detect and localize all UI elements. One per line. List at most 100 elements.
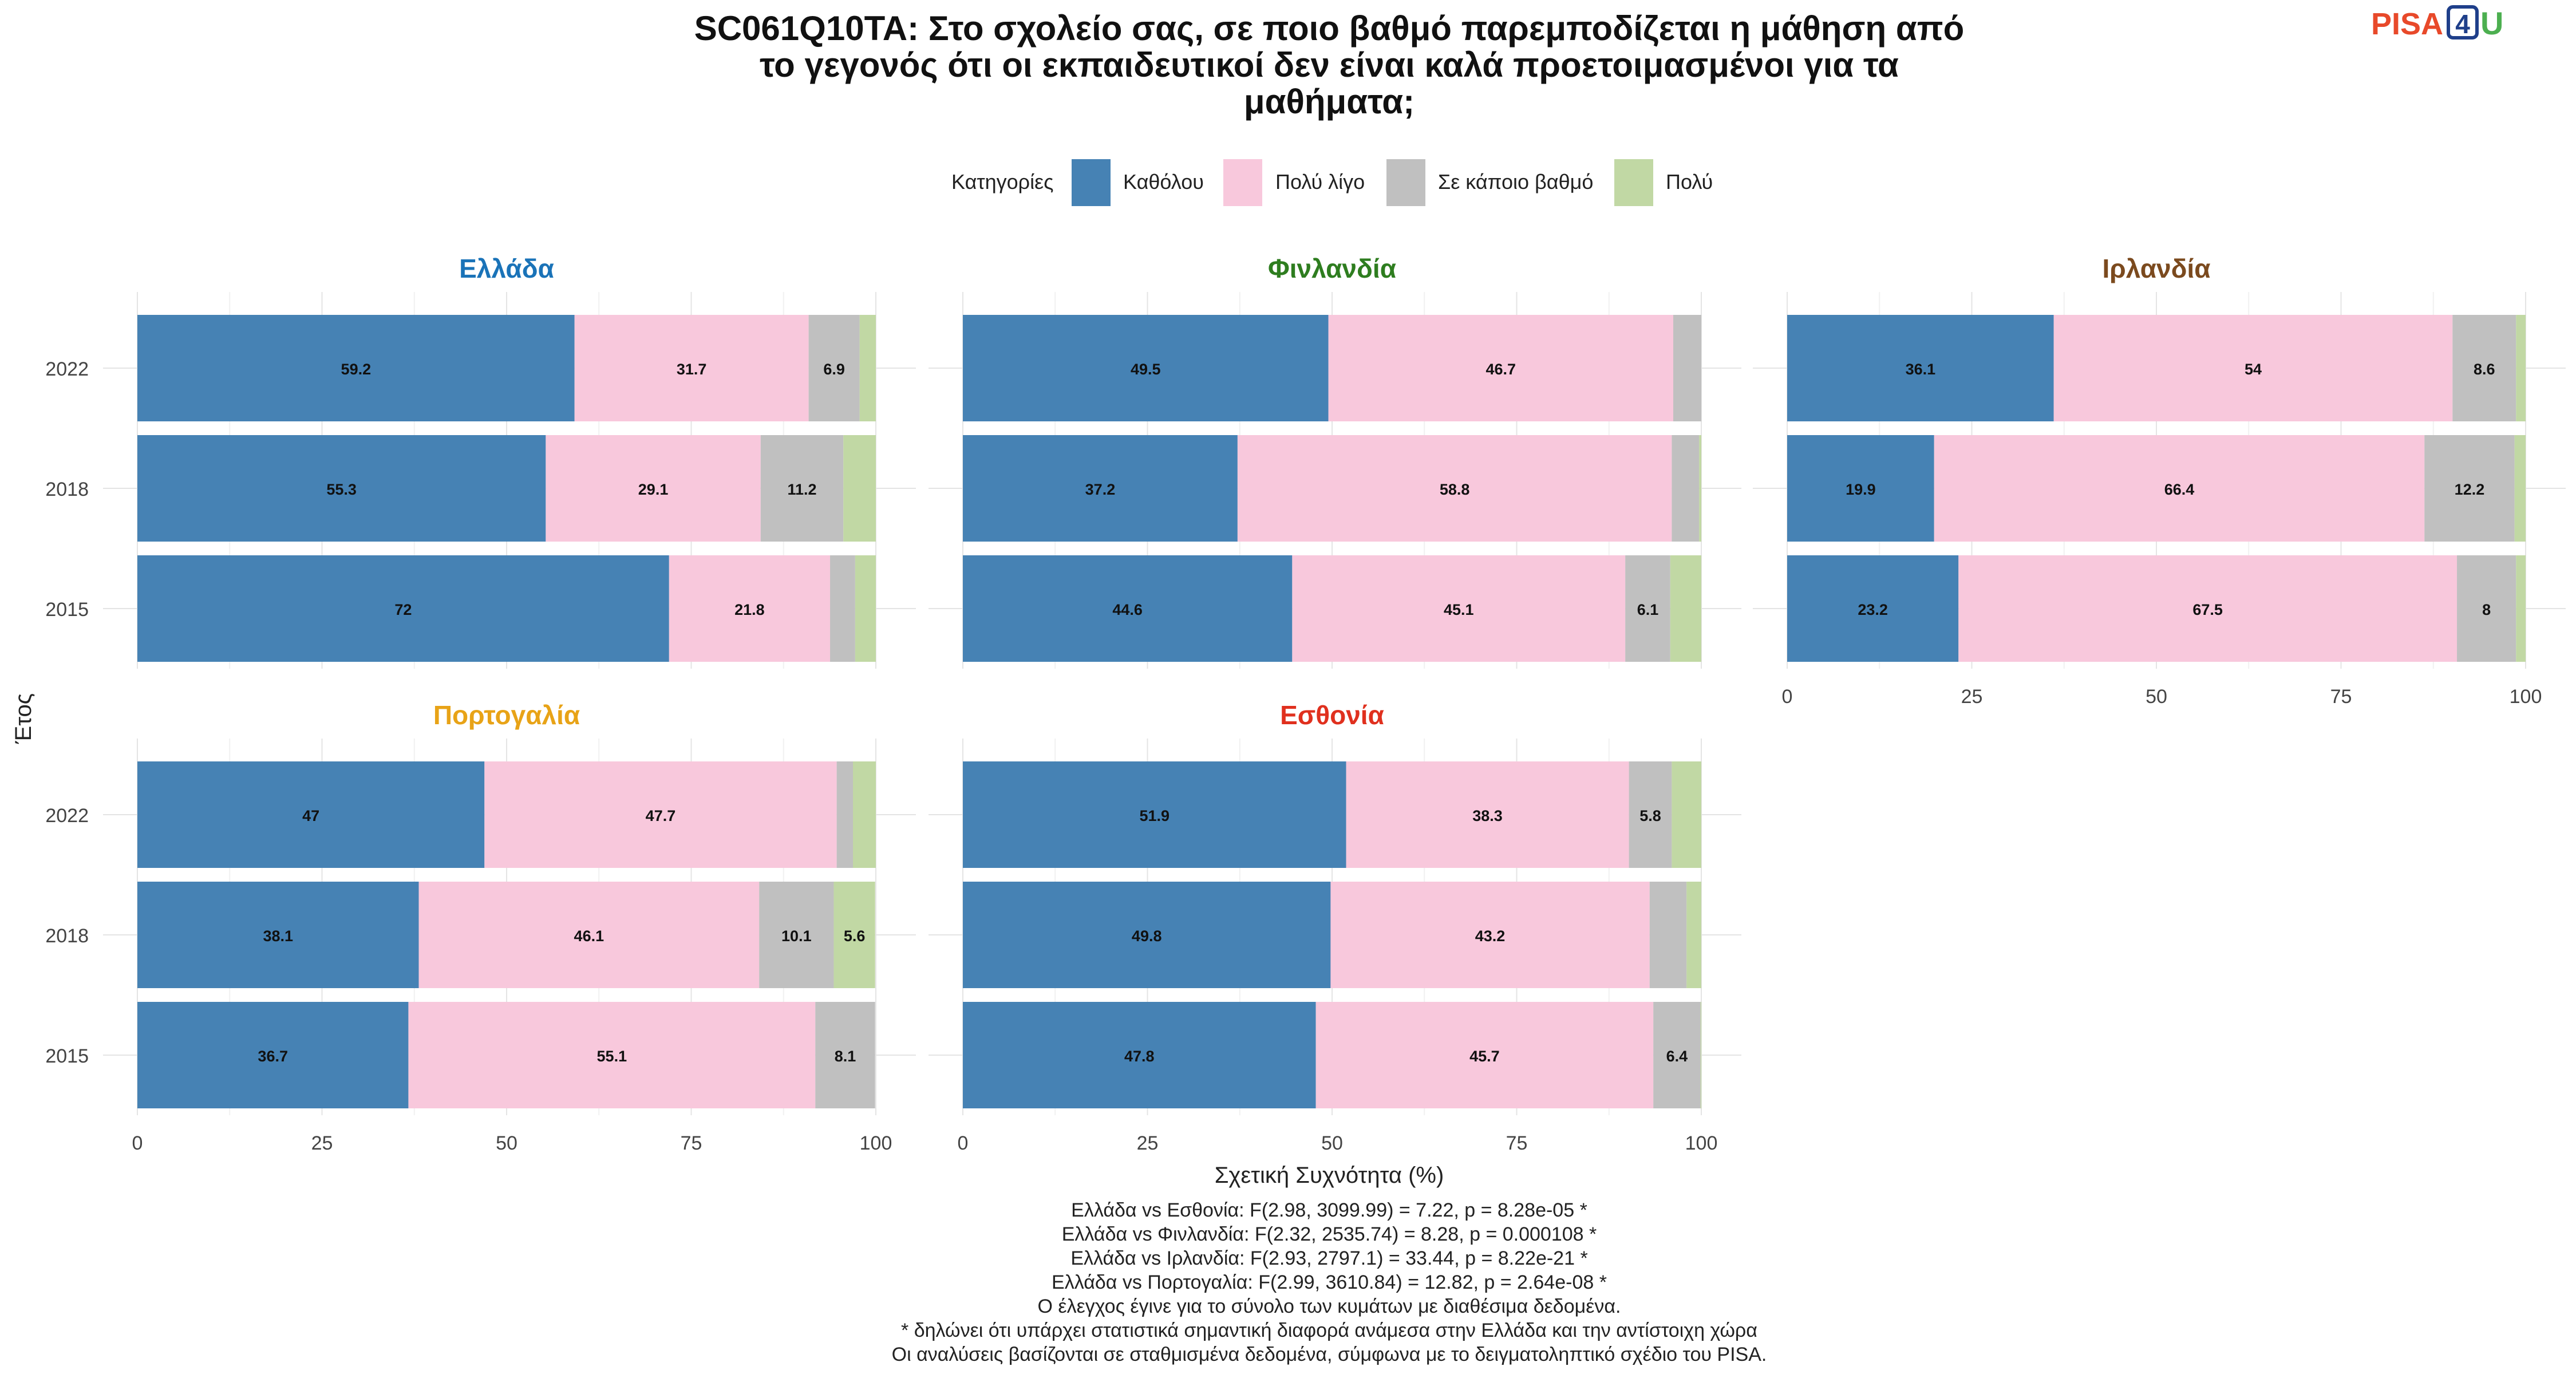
panel: Ιρλανδία 36.1 54 8.6 19.9 66.4 12.2 23.2 67.5 8 0 2… <box>1753 254 2566 708</box>
y-tick-label: 2022 <box>45 805 89 827</box>
bar-segment <box>2516 555 2526 662</box>
bar-value-label: 47.8 <box>1124 1048 1155 1065</box>
bar-segment <box>963 882 1331 988</box>
x-tick-label: 75 <box>681 1132 702 1154</box>
bar-segment <box>1330 882 1650 988</box>
title-line: μαθήματα; <box>1244 82 1415 121</box>
bar-value-label: 44.6 <box>1112 601 1143 618</box>
panel-title: Φινλανδία <box>1268 254 1396 283</box>
bar-segment <box>1346 761 1629 868</box>
panel: Φινλανδία 49.5 46.7 37.2 58.8 44.6 45.1 6.1 <box>929 254 1741 669</box>
bar-segment <box>1787 555 1959 662</box>
bar-segment <box>137 555 669 662</box>
bar-segment <box>853 761 876 868</box>
bar-value-label: 5.8 <box>1639 807 1661 824</box>
bar-value-label: 51.9 <box>1139 807 1170 824</box>
bar-segment <box>1315 1002 1654 1108</box>
bar-value-label: 6.1 <box>1637 601 1659 618</box>
bar-segment <box>1958 555 2458 662</box>
bar-value-label: 6.9 <box>823 361 845 378</box>
x-tick-label: 75 <box>2330 686 2352 708</box>
bar-value-label: 47.7 <box>646 807 676 824</box>
legend-swatch <box>1614 159 1653 206</box>
bar-segment <box>1787 315 2054 421</box>
bar-value-label: 37.2 <box>1085 481 1116 498</box>
bar-segment <box>963 761 1346 868</box>
x-tick-label: 0 <box>1782 686 1793 708</box>
bar-segment <box>484 761 837 868</box>
bar-value-label: 8.1 <box>835 1048 856 1065</box>
bar-value-label: 21.8 <box>734 601 765 618</box>
bar-value-label: 5.6 <box>844 927 866 945</box>
bar-value-label: 72 <box>394 601 412 618</box>
bar-value-label: 45.7 <box>1469 1048 1500 1065</box>
legend-swatch <box>1386 159 1425 206</box>
bar-segment <box>2457 555 2516 662</box>
bar-segment <box>1787 435 1934 542</box>
x-tick-label: 50 <box>496 1132 517 1154</box>
bar-segment <box>963 435 1238 542</box>
legend-swatch <box>1072 159 1111 206</box>
bar-value-label: 55.1 <box>597 1048 627 1065</box>
bar-value-label: 67.5 <box>2192 601 2223 618</box>
bar-segment <box>137 435 546 542</box>
x-tick-label: 75 <box>1506 1132 1528 1154</box>
bar-value-label: 58.8 <box>1440 481 1470 498</box>
bar-segment <box>1672 761 1701 868</box>
footnote-line: Ελλάδα vs Πορτογαλία: F(2.99, 3610.84) =… <box>1052 1272 1607 1293</box>
bar-segment <box>1699 435 1701 542</box>
bar-segment <box>1629 761 1672 868</box>
bar-value-label: 38.3 <box>1472 807 1503 824</box>
bar-value-label: 6.4 <box>1666 1048 1688 1065</box>
legend-label: Σε κάποιο βαθμό <box>1438 170 1593 194</box>
bar-segment <box>963 1002 1316 1108</box>
bar-segment <box>833 882 875 988</box>
bar-segment <box>808 315 860 421</box>
bar-segment <box>963 555 1293 662</box>
bar-segment <box>137 315 575 421</box>
bar-segment <box>1672 435 1700 542</box>
bar-segment <box>137 882 419 988</box>
bar-segment <box>1237 435 1672 542</box>
bar-value-label: 66.4 <box>2164 481 2195 498</box>
bar-value-label: 49.8 <box>1132 927 1162 945</box>
bar-value-label: 59.2 <box>341 361 372 378</box>
bar-value-label: 45.1 <box>1444 601 1474 618</box>
panel: Πορτογαλία 2022 2018 2015 47 47.7 38.1 46.1 10.1… <box>45 700 916 1154</box>
bar-segment <box>963 315 1329 421</box>
bar-segment <box>855 555 876 662</box>
y-tick-label: 2015 <box>45 599 89 621</box>
x-tick-label: 25 <box>1137 1132 1159 1154</box>
bar-segment <box>1649 882 1687 988</box>
y-tick-label: 2015 <box>45 1045 89 1067</box>
bar-segment <box>1686 882 1701 988</box>
chart-panels: Ελλάδα 2022 2018 2015 59.2 31.7 6.9 55.3 29.1 11.… <box>45 254 2566 1154</box>
bar-segment <box>859 315 876 421</box>
title-line: SC061Q10TA: Στο σχολείο σας, σε ποιο βαθ… <box>694 9 1965 48</box>
bar-segment <box>759 882 834 988</box>
bar-segment <box>2053 315 2453 421</box>
x-tick-label: 0 <box>132 1132 143 1154</box>
footnote-line: Ελλάδα vs Φινλανδία: F(2.32, 2535.74) = … <box>1062 1223 1597 1245</box>
bar-value-label: 47 <box>302 807 319 824</box>
bar-segment <box>836 761 854 868</box>
bar-segment <box>1934 435 2425 542</box>
bar-segment <box>574 315 809 421</box>
bar-value-label: 8 <box>2482 601 2491 618</box>
bar-segment <box>1653 1002 1701 1108</box>
bar-value-label: 43.2 <box>1475 927 1506 945</box>
bar-segment <box>1625 555 1670 662</box>
x-tick-label: 50 <box>2146 686 2167 708</box>
bar-segment <box>843 435 876 542</box>
bar-segment <box>137 1002 409 1108</box>
bar-segment <box>1673 315 1701 421</box>
bar-segment <box>669 555 831 662</box>
bar-value-label: 46.1 <box>574 927 605 945</box>
panel-title: Πορτογαλία <box>433 700 580 730</box>
footnote-line: Οι αναλύσεις βασίζονται σε σταθμισμένα δ… <box>892 1344 1767 1365</box>
x-axis-label: Σχετική Συχνότητα (%) <box>1215 1163 1444 1188</box>
bar-segment <box>2424 435 2515 542</box>
legend-swatch <box>1223 159 1262 206</box>
chart-title: SC061Q10TA: Στο σχολείο σας, σε ποιο βαθ… <box>694 9 1965 121</box>
bar-value-label: 11.2 <box>787 481 816 498</box>
